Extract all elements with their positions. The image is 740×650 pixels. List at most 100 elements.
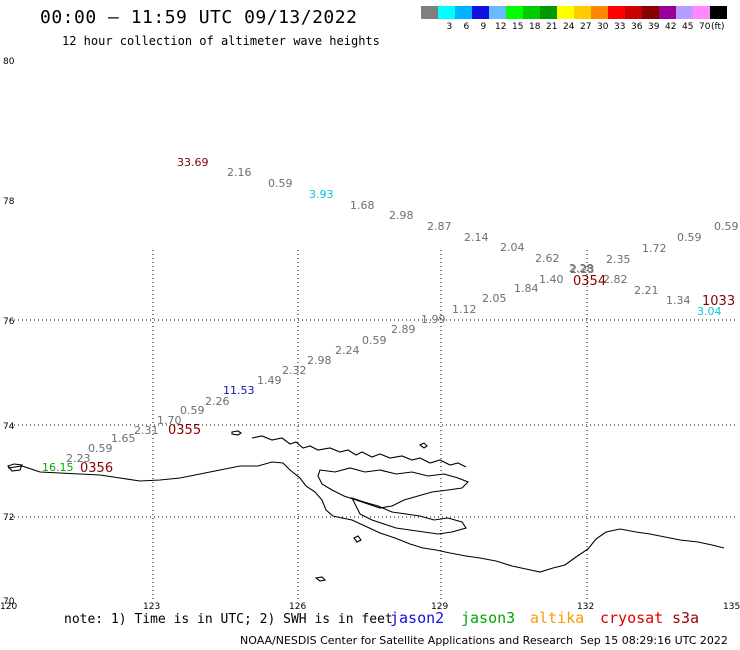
swh-value-upper-track: 2.35 <box>606 253 631 266</box>
swh-value-upper-track: 2.28 <box>569 262 594 275</box>
coastline-segment <box>418 442 428 449</box>
swh-value-lower-track: 3.04 <box>697 305 722 318</box>
swh-value-lower-track: 2.32 <box>282 364 307 377</box>
coastline-segment <box>7 461 725 573</box>
swh-value-upper-track: 3.93 <box>309 188 334 201</box>
legend-label: 3 <box>446 22 453 32</box>
swh-value-upper-track: 2.14 <box>464 231 489 244</box>
swh-value-upper-track: 33.69 <box>177 156 209 169</box>
swh-value-lower-track: 2.26 <box>205 395 230 408</box>
latitude-label: 72 <box>3 513 15 523</box>
satellite-jason2: jason2 <box>390 609 445 627</box>
legend-swatch <box>710 6 727 19</box>
footer-note: note: 1) Time is in UTC; 2) SWH is in fe… <box>64 612 393 627</box>
swh-value-lower-track: 0.59 <box>180 404 205 417</box>
legend-swatch <box>506 6 523 19</box>
longitude-label: 135 <box>723 602 740 612</box>
legend-label: 12 <box>495 22 507 32</box>
legend-swatch <box>489 6 506 19</box>
coastline <box>7 430 725 582</box>
coastline-segment <box>231 430 242 436</box>
swh-value-lower-track: 1.84 <box>514 282 539 295</box>
footer-timestamp: Sep 15 08:29:16 UTC 2022 <box>580 634 728 647</box>
swh-value-lower-track: 1.65 <box>111 432 136 445</box>
coastline-segment <box>251 435 467 468</box>
longitude-label: 126 <box>289 602 307 612</box>
legend-label: 33 <box>614 22 626 32</box>
coastline-segment <box>317 467 469 509</box>
legend-swatch <box>421 6 438 19</box>
swh-value-lower-track: 2.24 <box>335 344 360 357</box>
swh-value-lower-track: 1.99 <box>421 313 446 326</box>
swh-value-lower-track: 1.12 <box>452 303 477 316</box>
legend-unit: (ft) <box>711 22 725 32</box>
legend-swatch <box>540 6 557 19</box>
longitude-label: 123 <box>143 602 161 612</box>
swh-value-lower-track: 2.23 <box>570 263 595 276</box>
map-subtitle: 12 hour collection of altimeter wave hei… <box>62 34 380 48</box>
legend-swatch <box>472 6 489 19</box>
coastline-segment <box>353 535 362 543</box>
latitude-label: 78 <box>3 197 15 207</box>
latitude-label: 70 <box>3 597 15 607</box>
legend-swatch <box>574 6 591 19</box>
coastline-segment <box>7 463 23 472</box>
legend-swatch <box>438 6 455 19</box>
legend-swatch <box>591 6 608 19</box>
swh-value-upper-track: 2.04 <box>500 241 525 254</box>
longitude-label: 120 <box>0 602 18 612</box>
satellite-s3a: s3a <box>672 609 700 627</box>
swh-value-lower-track: 2.89 <box>391 323 416 336</box>
latitude-label: 76 <box>3 317 15 327</box>
swh-value-upper-track: 0.59 <box>268 177 293 190</box>
legend-label: 42 <box>665 22 677 32</box>
pass-time-label: 0356 <box>80 461 113 476</box>
swh-value-lower-track: 2.21 <box>634 284 659 297</box>
legend-label: 27 <box>580 22 592 32</box>
legend-swatch <box>642 6 659 19</box>
longitude-label: 129 <box>431 602 449 612</box>
legend-label: 45 <box>682 22 694 32</box>
swh-value-upper-track: 2.98 <box>389 209 414 222</box>
swh-value-upper-track: 1.68 <box>350 199 375 212</box>
footer-credit: NOAA/NESDIS Center for Satellite Applica… <box>240 634 574 647</box>
legend-swatch <box>523 6 540 19</box>
pass-time-label: 0355 <box>168 423 201 438</box>
legend-label: 6 <box>463 22 470 32</box>
legend-swatch <box>608 6 625 19</box>
swh-value-lower-track: 1.70 <box>157 414 182 427</box>
swh-value-upper-track: 0.59 <box>714 220 739 233</box>
swh-value-upper-track: 2.16 <box>227 166 252 179</box>
swh-value-lower-track: 1.49 <box>257 374 282 387</box>
swh-value-lower-track: 1.40 <box>539 273 564 286</box>
swh-value-lower-track: 0.59 <box>88 442 113 455</box>
swh-value-lower-track: 16.15 <box>42 461 74 474</box>
map-title: 00:00 – 11:59 UTC 09/13/2022 <box>40 7 358 28</box>
wave-height-observations: 33.69 2.16 0.59 3.93 1.68 2.98 2.87 2.14 2.04 2.6… <box>42 156 739 476</box>
swh-value-upper-track: 1.72 <box>642 242 667 255</box>
swh-value-upper-track: 2.87 <box>427 220 452 233</box>
satellite-jason3: jason3 <box>461 609 516 627</box>
legend-label: 36 <box>631 22 643 32</box>
latitude-label: 80 <box>3 57 15 67</box>
swh-value-lower-track: 2.05 <box>482 292 507 305</box>
legend-swatch <box>625 6 642 19</box>
legend-label: 21 <box>546 22 558 32</box>
swh-value-lower-track: 1.34 <box>666 294 691 307</box>
legend-swatch <box>557 6 574 19</box>
latitude-label: 74 <box>3 422 15 432</box>
graticule <box>10 250 735 600</box>
legend-label: 39 <box>648 22 660 32</box>
legend-label: 18 <box>529 22 541 32</box>
swh-value-lower-track: 11.53 <box>223 384 255 397</box>
satellite-altika: altika <box>530 609 585 627</box>
swh-value-lower-track: 2.82 <box>603 273 628 286</box>
legend-label: 15 <box>512 22 524 32</box>
legend-label: 9 <box>480 22 487 32</box>
longitude-label: 132 <box>577 602 595 612</box>
legend-label: 24 <box>563 22 575 32</box>
swh-value-lower-track: 0.59 <box>362 334 387 347</box>
legend-swatch <box>455 6 472 19</box>
